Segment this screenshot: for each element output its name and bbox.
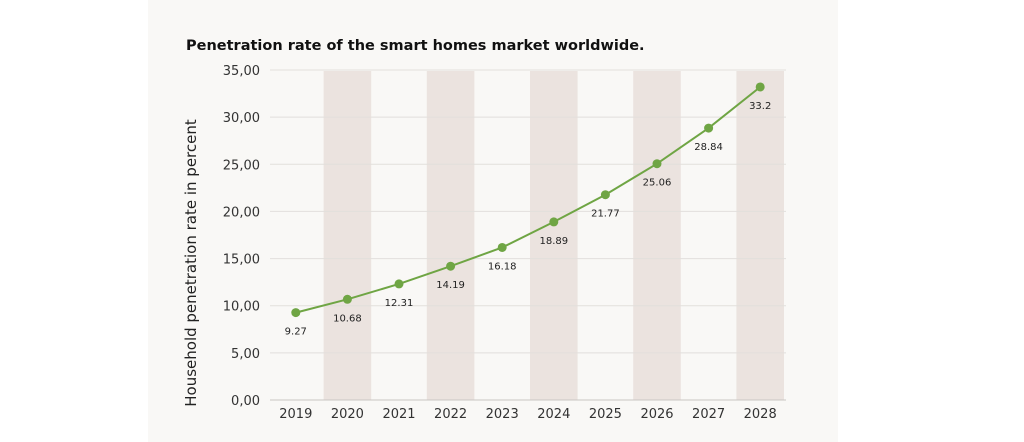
data-label: 21.77 xyxy=(591,209,620,220)
y-tick-label: 35,00 xyxy=(223,64,260,79)
data-label: 10.68 xyxy=(333,313,362,324)
series-line xyxy=(295,86,761,314)
data-label: 28.84 xyxy=(694,142,723,153)
data-point xyxy=(652,159,662,169)
x-tick-label: 2020 xyxy=(331,407,364,422)
data-label: 16.18 xyxy=(488,261,517,272)
data-label: 33.2 xyxy=(749,101,771,112)
x-tick-label: 2022 xyxy=(434,407,467,422)
data-point xyxy=(291,308,301,318)
category-band xyxy=(736,71,784,400)
data-point xyxy=(497,242,507,252)
category-band xyxy=(426,71,475,400)
data-point xyxy=(446,261,456,271)
data-point xyxy=(755,82,765,92)
x-tick-label: 2021 xyxy=(382,407,415,422)
x-tick-label: 2019 xyxy=(279,407,312,422)
x-tick-label: 2025 xyxy=(589,407,622,422)
x-tick-label: 2026 xyxy=(640,407,673,422)
data-point xyxy=(600,190,610,200)
y-tick-label: 5,00 xyxy=(231,347,260,362)
chart-title: Penetration rate of the smart homes mark… xyxy=(186,38,645,54)
y-tick-label: 0,00 xyxy=(231,394,260,409)
category-band xyxy=(530,71,578,400)
y-tick-label: 15,00 xyxy=(223,253,260,268)
data-point xyxy=(549,217,559,227)
data-point xyxy=(704,123,714,133)
chart-panel xyxy=(148,0,838,442)
data-label: 12.31 xyxy=(385,298,414,309)
category-band xyxy=(323,71,372,400)
category-band xyxy=(633,71,681,400)
y-tick-label: 25,00 xyxy=(223,158,260,173)
data-point xyxy=(342,294,352,304)
data-label: 14.19 xyxy=(436,280,465,291)
y-tick-label: 20,00 xyxy=(223,205,260,220)
data-label: 9.27 xyxy=(285,327,307,338)
data-point xyxy=(394,279,404,289)
x-tick-label: 2027 xyxy=(692,407,725,422)
x-tick-label: 2024 xyxy=(537,407,570,422)
x-tick-label: 2023 xyxy=(486,407,519,422)
y-tick-label: 10,00 xyxy=(223,300,260,315)
y-axis-label: Household penetration rate in percent xyxy=(182,119,200,407)
y-tick-label: 30,00 xyxy=(223,111,260,126)
data-label: 25.06 xyxy=(643,178,672,189)
x-tick-label: 2028 xyxy=(744,407,777,422)
data-label: 18.89 xyxy=(539,236,568,247)
